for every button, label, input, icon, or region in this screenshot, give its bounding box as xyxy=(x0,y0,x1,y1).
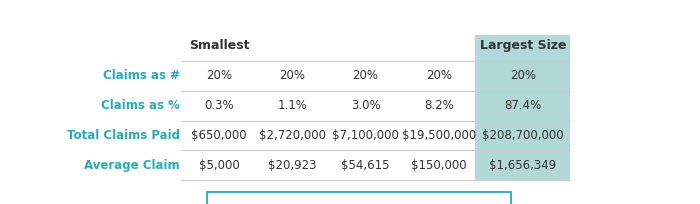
Text: $208,700,000: $208,700,000 xyxy=(482,129,564,142)
Text: 20%: 20% xyxy=(510,69,536,82)
Text: $150,000: $150,000 xyxy=(411,159,467,172)
Text: Claims as #: Claims as # xyxy=(103,69,180,82)
Text: $19,500,000: $19,500,000 xyxy=(402,129,476,142)
FancyBboxPatch shape xyxy=(475,91,570,121)
Text: Average Claim: Average Claim xyxy=(84,159,180,172)
Text: 1.1%: 1.1% xyxy=(277,99,307,112)
Text: Smallest: Smallest xyxy=(189,39,249,52)
Text: Claims as %: Claims as % xyxy=(101,99,180,112)
Text: $54,615: $54,615 xyxy=(342,159,390,172)
Text: 20%: 20% xyxy=(353,69,379,82)
Text: $2,720,000: $2,720,000 xyxy=(259,129,326,142)
FancyBboxPatch shape xyxy=(475,121,570,150)
Text: $650,000: $650,000 xyxy=(191,129,247,142)
Text: Total Claims Paid: Total Claims Paid xyxy=(66,129,180,142)
Text: $20,923: $20,923 xyxy=(268,159,316,172)
Text: 20%: 20% xyxy=(206,69,232,82)
FancyBboxPatch shape xyxy=(475,35,570,91)
FancyBboxPatch shape xyxy=(475,150,570,180)
Text: 3.0%: 3.0% xyxy=(351,99,380,112)
FancyBboxPatch shape xyxy=(206,192,511,204)
Text: 8.2%: 8.2% xyxy=(424,99,454,112)
Text: 20%: 20% xyxy=(426,69,452,82)
Text: $5,000: $5,000 xyxy=(199,159,239,172)
Text: 20%: 20% xyxy=(279,69,305,82)
Text: $7,100,000: $7,100,000 xyxy=(332,129,399,142)
Text: Largest Size: Largest Size xyxy=(480,39,566,52)
Text: 87.4%: 87.4% xyxy=(504,99,542,112)
Text: 0.3%: 0.3% xyxy=(204,99,234,112)
Text: $1,656,349: $1,656,349 xyxy=(489,159,556,172)
